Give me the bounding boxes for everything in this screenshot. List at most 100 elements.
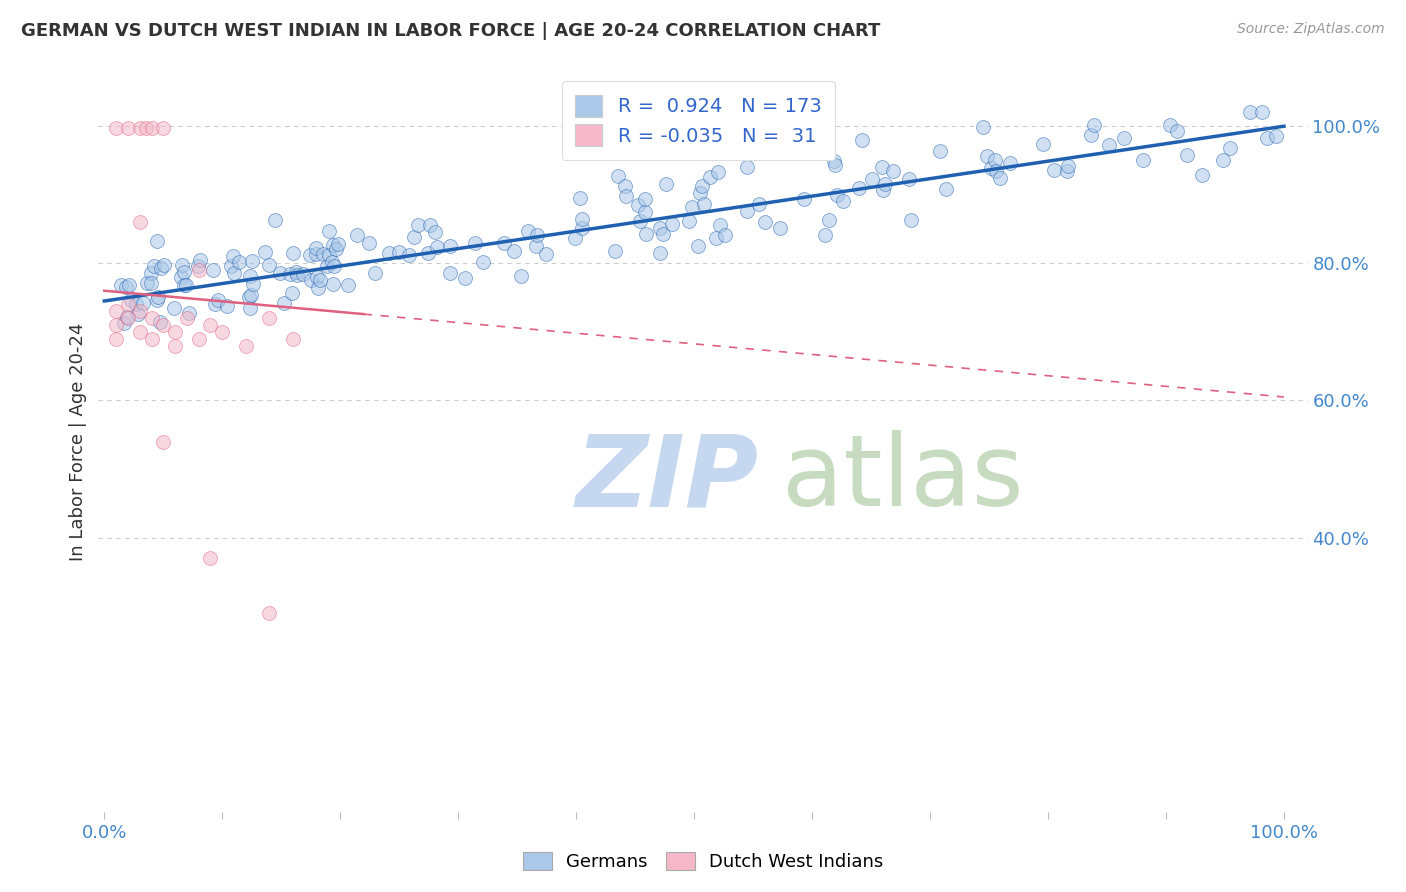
Point: [128, 215, 150, 229]
Point: [253, 245, 276, 260]
Text: ZIP: ZIP: [576, 430, 759, 527]
Point: [980, 161, 1002, 176]
Point: [510, 268, 533, 283]
Point: [146, 293, 169, 307]
Point: [200, 318, 222, 332]
Point: [105, 304, 128, 318]
Point: [136, 276, 159, 290]
Point: [627, 198, 650, 212]
Point: [707, 165, 730, 179]
Point: [128, 325, 150, 339]
Point: [105, 332, 128, 346]
Point: [571, 211, 593, 226]
Point: [307, 281, 329, 295]
Point: [201, 262, 224, 277]
Legend: Germans, Dutch West Indians: Germans, Dutch West Indians: [516, 846, 890, 879]
Point: [704, 230, 727, 244]
Point: [419, 219, 441, 233]
Point: [1159, 118, 1181, 132]
Point: [1080, 128, 1102, 143]
Text: Source: ZipAtlas.com: Source: ZipAtlas.com: [1237, 22, 1385, 37]
Point: [141, 120, 163, 135]
Point: [117, 311, 139, 326]
Point: [655, 177, 678, 191]
Point: [1056, 159, 1078, 173]
Point: [870, 160, 893, 174]
Point: [1264, 128, 1286, 143]
Point: [929, 144, 952, 158]
Point: [814, 228, 837, 243]
Point: [1112, 131, 1135, 145]
Point: [569, 191, 592, 205]
Point: [423, 225, 446, 239]
Point: [1056, 164, 1078, 178]
Point: [207, 293, 229, 307]
Point: [322, 259, 344, 273]
Point: [170, 258, 193, 272]
Point: [1042, 162, 1064, 177]
Point: [825, 188, 848, 202]
Point: [972, 120, 994, 135]
Point: [1191, 168, 1213, 182]
Point: [682, 200, 704, 214]
Point: [285, 265, 308, 279]
Point: [127, 307, 149, 321]
Point: [848, 181, 870, 195]
Point: [139, 266, 162, 280]
Point: [614, 188, 637, 202]
Point: [860, 172, 883, 186]
Point: [406, 218, 429, 232]
Point: [132, 295, 155, 310]
Point: [1212, 153, 1234, 168]
Point: [976, 149, 998, 163]
Point: [141, 311, 163, 326]
Point: [187, 259, 209, 273]
Point: [235, 338, 257, 352]
Point: [661, 217, 683, 231]
Point: [318, 224, 340, 238]
Point: [291, 267, 314, 281]
Point: [239, 269, 262, 284]
Point: [176, 311, 198, 326]
Point: [222, 266, 245, 280]
Point: [240, 254, 263, 268]
Point: [187, 263, 209, 277]
Point: [305, 246, 328, 260]
Point: [817, 213, 839, 227]
Point: [242, 277, 264, 291]
Point: [650, 246, 672, 260]
Point: [1166, 124, 1188, 138]
Point: [564, 231, 586, 245]
Point: [139, 277, 162, 291]
Point: [322, 238, 344, 252]
Point: [693, 197, 716, 211]
Point: [634, 192, 657, 206]
Point: [359, 236, 381, 251]
Point: [851, 133, 873, 147]
Point: [754, 215, 776, 229]
Point: [628, 214, 651, 228]
Point: [439, 267, 461, 281]
Point: [453, 271, 475, 285]
Point: [318, 248, 340, 262]
Point: [748, 197, 770, 211]
Point: [117, 120, 139, 135]
Point: [735, 203, 758, 218]
Point: [259, 606, 281, 620]
Point: [464, 235, 486, 250]
Point: [146, 290, 169, 304]
Point: [299, 248, 322, 262]
Point: [988, 171, 1011, 186]
Point: [709, 218, 731, 232]
Point: [273, 296, 295, 310]
Point: [174, 278, 197, 293]
Point: [152, 259, 174, 273]
Point: [1032, 136, 1054, 151]
Point: [112, 316, 135, 330]
Point: [187, 332, 209, 346]
Point: [239, 301, 262, 315]
Point: [571, 220, 593, 235]
Point: [259, 259, 281, 273]
Point: [135, 120, 157, 135]
Point: [321, 255, 343, 269]
